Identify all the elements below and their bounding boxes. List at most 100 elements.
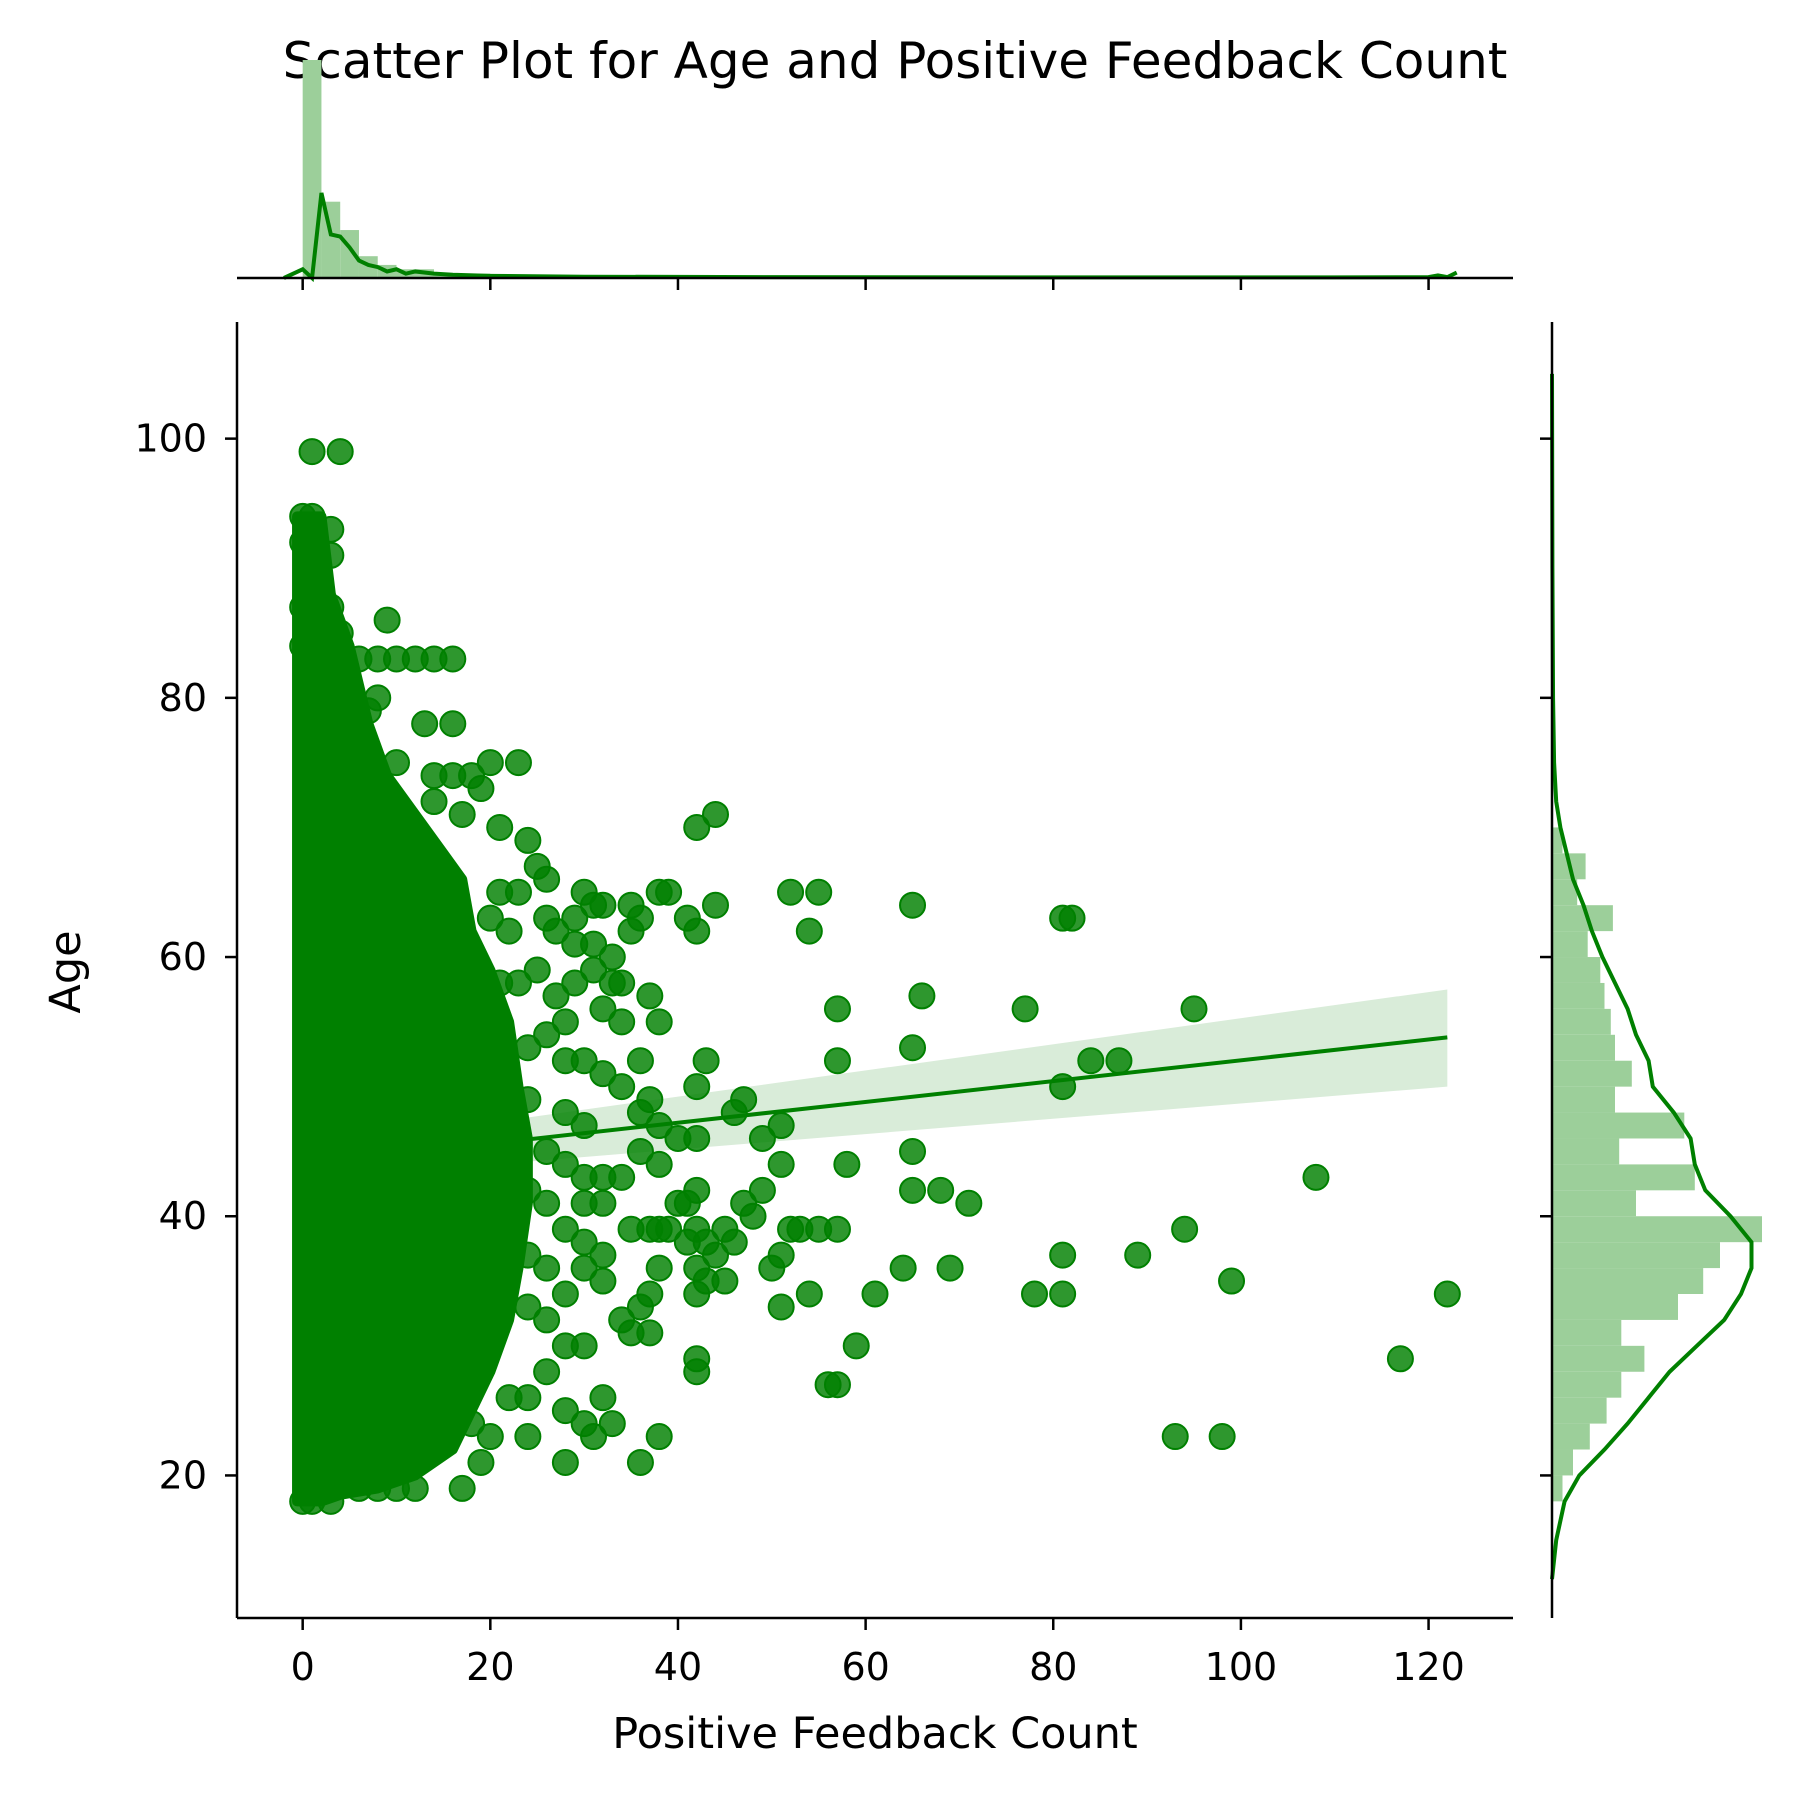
scatter-point (936, 1254, 964, 1282)
scatter-point (504, 878, 532, 906)
dense-region (292, 511, 533, 1507)
scatter-point (551, 1008, 579, 1036)
scatter-point (373, 606, 401, 634)
scatter-point (626, 1099, 654, 1127)
scatter-point (467, 775, 495, 803)
y-marginal-bar (1552, 1138, 1620, 1165)
scatter-point (777, 878, 805, 906)
scatter-point (664, 1189, 692, 1217)
scatter-point (899, 1034, 927, 1062)
x-tick-label: 40 (654, 1645, 702, 1689)
scatter-point (683, 1073, 711, 1101)
scatter-point (711, 1267, 739, 1295)
y-marginal-bar (1552, 931, 1588, 958)
scatter-point (833, 1150, 861, 1178)
scatter-point (617, 1215, 645, 1243)
scatter-point (626, 1047, 654, 1075)
scatter-point (542, 917, 570, 945)
scatter-point (1208, 1423, 1236, 1451)
y-marginal-bar (1552, 1345, 1645, 1372)
scatter-point (514, 1423, 542, 1451)
scatter-point (702, 891, 729, 919)
scatter-point (542, 982, 570, 1010)
scatter-point (823, 1215, 851, 1243)
y-marginal-bar (1552, 1423, 1590, 1450)
scatter-point (655, 1215, 683, 1243)
scatter-point (551, 1280, 579, 1308)
scatter-point (495, 917, 523, 945)
y-marginal-bar (1552, 1112, 1685, 1139)
scatter-point (1218, 1267, 1246, 1295)
scatter-point (476, 904, 504, 932)
scatter-point (598, 1410, 626, 1438)
scatter-point (551, 1215, 579, 1243)
scatter-point (561, 969, 589, 997)
y-tick-label: 40 (159, 1194, 207, 1238)
scatter-point (589, 1060, 617, 1088)
scatter-point (533, 865, 561, 893)
scatter-point (589, 891, 617, 919)
x-tick-label: 20 (466, 1645, 514, 1689)
scatter-point (608, 1163, 636, 1191)
scatter-point (1386, 1345, 1414, 1373)
y-tick-label: 100 (134, 417, 207, 461)
scatter-point (683, 813, 711, 841)
y-marginal-bar (1552, 1397, 1607, 1424)
scatter-point (636, 982, 664, 1010)
scatter-point (645, 1112, 673, 1140)
scatter-point (795, 1280, 823, 1308)
x-tick-label: 60 (841, 1645, 889, 1689)
scatter-point (533, 1254, 561, 1282)
scatter-point (795, 917, 823, 945)
scatter-point (570, 1112, 598, 1140)
scatter-point (514, 826, 542, 854)
scatter-point (1105, 1047, 1133, 1075)
scatter-point (589, 995, 617, 1023)
y-marginal-bar (1552, 1268, 1704, 1294)
scatter-point (504, 749, 532, 777)
scatter-point (823, 1047, 851, 1075)
scatter-point (1433, 1280, 1461, 1308)
y-marginal-bar (1552, 1242, 1720, 1269)
scatter-point (683, 1345, 711, 1373)
scatter-point (767, 1112, 795, 1140)
x-tick-label: 0 (291, 1645, 315, 1689)
scatter-point (551, 1397, 579, 1425)
x-marginal-bar (396, 269, 435, 278)
top-marginal-histogram (237, 60, 1513, 290)
scatter-point (823, 995, 851, 1023)
scatter-point (1171, 1215, 1199, 1243)
scatter-point (570, 1254, 598, 1282)
y-marginal-bar (1552, 1371, 1622, 1398)
scatter-point (748, 1124, 776, 1152)
scatter-point (899, 1176, 927, 1204)
scatter-point (636, 1280, 664, 1308)
scatter-point (495, 1384, 523, 1412)
scatter-point (533, 1189, 561, 1217)
scatter-point (1011, 995, 1039, 1023)
scatter-point (899, 891, 927, 919)
y-marginal-kde (1550, 373, 1754, 1580)
scatter-point (570, 1047, 598, 1075)
scatter-point (767, 1150, 795, 1178)
scatter-point (805, 878, 833, 906)
scatter-point (626, 1137, 654, 1165)
scatter-point (655, 878, 683, 906)
scatter-point (955, 1189, 983, 1217)
scatter-point (533, 1137, 561, 1165)
y-marginal-bar (1552, 827, 1563, 854)
scatter-point (1180, 995, 1208, 1023)
scatter-point (476, 1423, 504, 1451)
scatter-point (720, 1228, 748, 1256)
scatter-point (908, 982, 936, 1010)
y-marginal-bar (1552, 1034, 1615, 1061)
scatter-point (626, 1448, 654, 1476)
scatter-point (645, 1008, 673, 1036)
scatter-point (608, 1306, 636, 1334)
scatter-point (420, 788, 448, 816)
scatter-point (467, 1448, 495, 1476)
scatter-point (551, 1448, 579, 1476)
scatter-point (645, 1423, 673, 1451)
scatter-point (589, 1189, 617, 1217)
